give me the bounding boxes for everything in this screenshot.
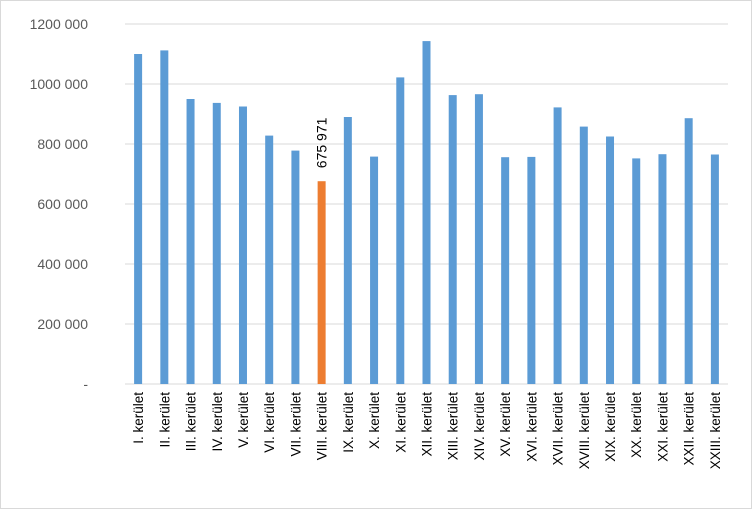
x-tick-label: IX. kerület <box>341 392 356 453</box>
y-tick-label: 800 000 <box>37 136 88 152</box>
bar <box>291 150 300 384</box>
x-tick-label: IV. kerület <box>210 392 225 452</box>
bar <box>212 102 221 385</box>
y-tick-label: 400 000 <box>37 256 88 272</box>
y-tick-label: 1200 000 <box>30 16 89 32</box>
bar <box>710 154 719 384</box>
bar <box>238 106 247 384</box>
x-tick-label: XXII. kerület <box>682 392 697 466</box>
x-tick-label: XV. kerület <box>498 392 513 457</box>
bar <box>606 136 615 384</box>
x-axis-ticks: I. kerület II. kerület III. kerület IV. ker… <box>131 392 723 470</box>
bar <box>579 126 588 384</box>
x-tick-label: XVIII. kerület <box>577 392 592 470</box>
bar <box>186 99 195 384</box>
y-tick-label: 600 000 <box>37 196 88 212</box>
y-tick-label: - <box>83 376 88 392</box>
x-tick-label: XXIII. kerület <box>708 392 723 470</box>
y-tick-label: 1000 000 <box>30 76 89 92</box>
x-tick-label: V. kerület <box>236 392 251 448</box>
x-tick-label: XI. kerület <box>393 392 408 453</box>
y-tick-label: 200 000 <box>37 316 88 332</box>
x-tick-label: X. kerület <box>367 392 382 449</box>
bar <box>553 107 562 385</box>
bar <box>448 95 457 384</box>
x-tick-label: XX. kerület <box>629 392 644 458</box>
bar <box>265 135 274 384</box>
x-tick-label: VIII. kerület <box>315 392 330 461</box>
bar <box>343 117 352 384</box>
x-tick-label: XII. kerület <box>420 392 435 457</box>
x-tick-label: II. kerület <box>157 392 172 448</box>
y-axis-ticks: - 200 000 400 000 600 000 800 000 1000 000 120… <box>30 16 89 392</box>
bar <box>422 41 431 384</box>
highlight-data-label: 675 971 <box>314 117 330 168</box>
bar <box>474 94 483 384</box>
bar <box>134 54 143 384</box>
x-tick-label: XVII. kerület <box>551 392 566 466</box>
x-tick-label: XIII. kerület <box>446 392 461 461</box>
x-tick-label: XXI. kerület <box>655 392 670 462</box>
x-tick-label: XIV. kerület <box>472 392 487 461</box>
highlighted-bar <box>317 181 326 384</box>
bar <box>396 77 405 385</box>
x-tick-label: VII. kerület <box>288 392 303 457</box>
x-tick-label: VI. kerület <box>262 392 277 453</box>
bar <box>370 156 379 384</box>
bar <box>684 118 693 384</box>
x-tick-label: III. kerület <box>184 392 199 452</box>
x-tick-label: XVI. kerület <box>524 392 539 462</box>
bars <box>134 41 719 385</box>
x-tick-label: I. kerület <box>131 392 146 444</box>
bar <box>658 154 667 384</box>
bar <box>501 157 510 384</box>
x-tick-label: XIX. kerület <box>603 392 618 462</box>
bar <box>160 50 169 385</box>
data-labels: 675 971 <box>314 117 330 168</box>
bar <box>632 158 641 384</box>
bar <box>527 156 536 384</box>
